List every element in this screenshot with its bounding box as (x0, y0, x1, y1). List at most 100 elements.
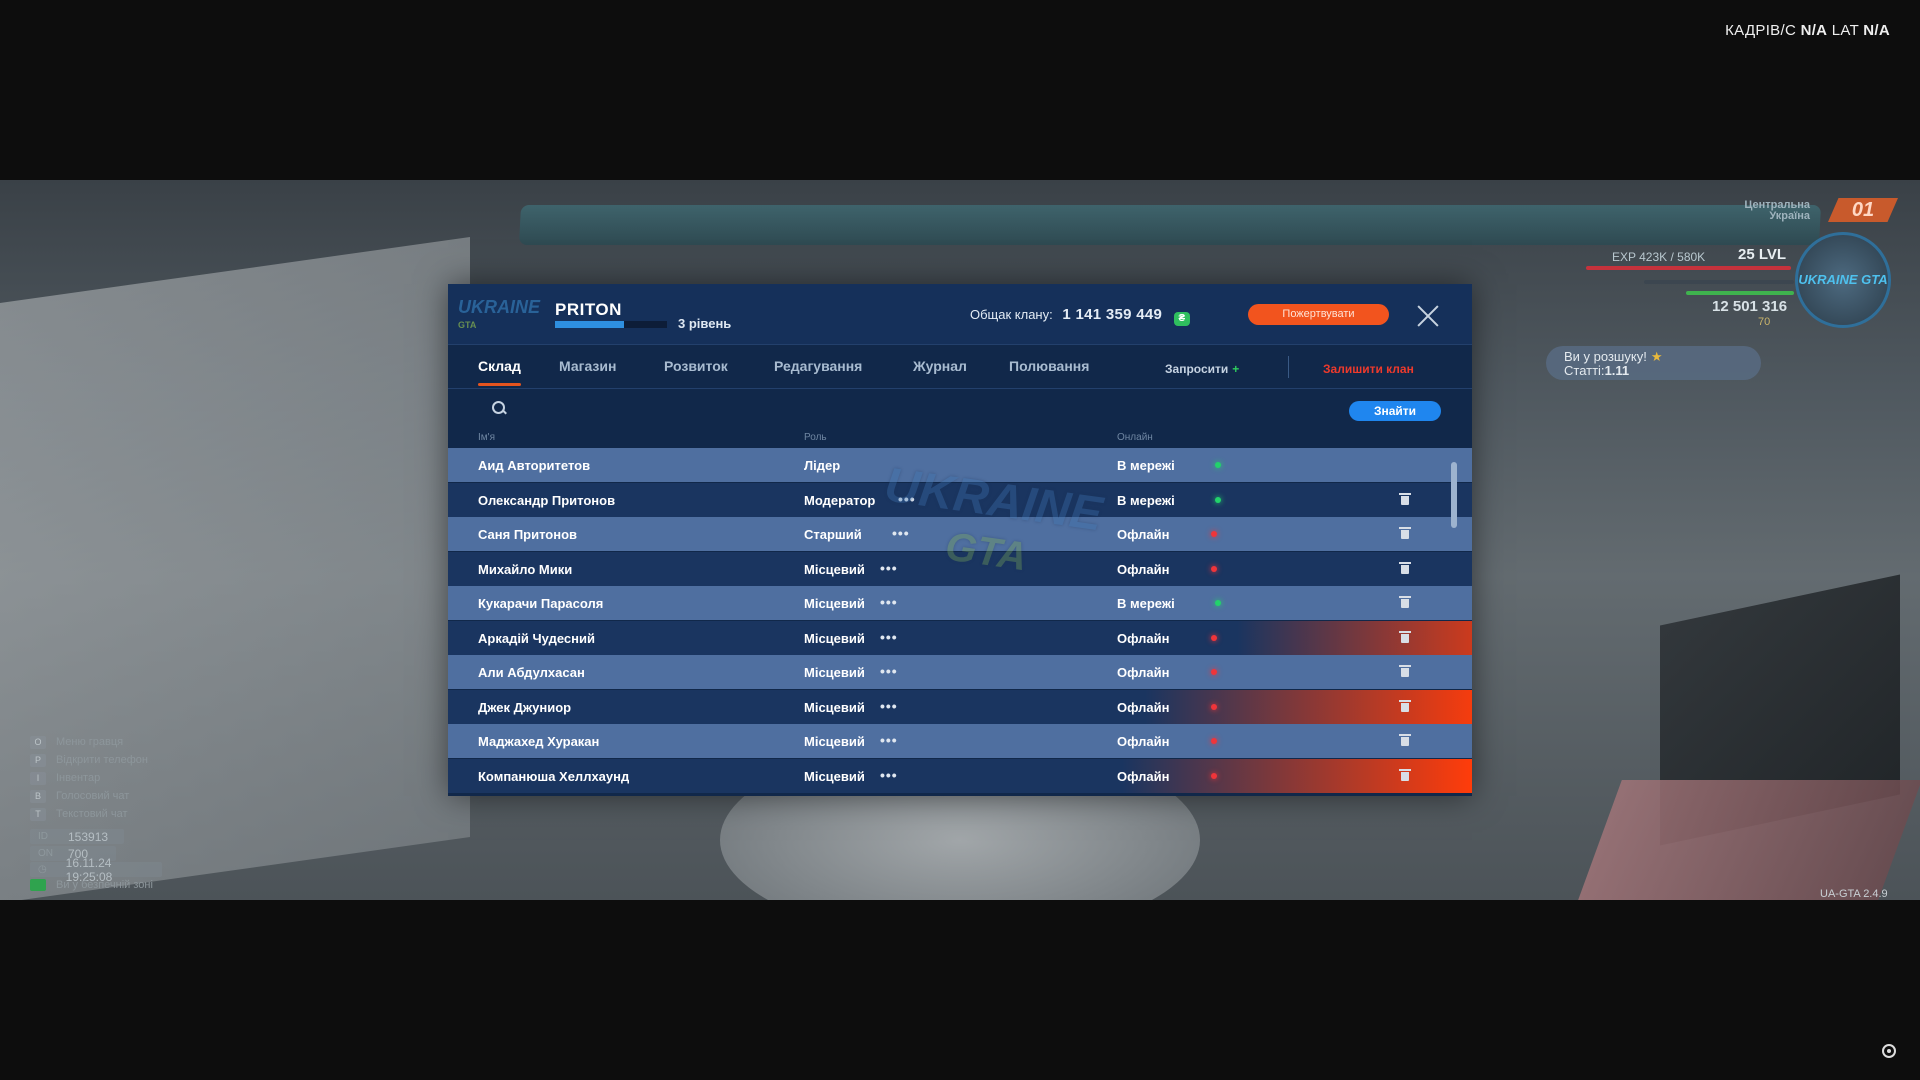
more-options-icon[interactable]: ••• (880, 594, 898, 610)
leave-clan-button[interactable]: Залишити клан (1323, 362, 1414, 376)
key-hint: B Голосовий чат (30, 787, 148, 805)
hud-region-name: Центральна Україна (1744, 199, 1810, 222)
member-status: В мережі (1117, 492, 1175, 508)
table-row[interactable]: Кукарачи Парасоля Місцевий ••• В мережі (448, 586, 1472, 620)
trash-icon[interactable] (1399, 492, 1411, 505)
tab-storage[interactable]: Склад (478, 358, 521, 386)
more-options-icon[interactable]: ••• (880, 628, 898, 645)
close-icon[interactable] (1416, 304, 1440, 328)
table-row[interactable]: Олександр Притонов Модератор ••• В мережі (448, 482, 1472, 517)
table-row[interactable]: Маджахед Хуракан Місцевий ••• Офлайн (448, 724, 1472, 758)
hud-logo: UKRAINE GTA (1795, 232, 1891, 328)
member-role: Місцевий (804, 561, 865, 577)
trash-icon[interactable] (1399, 734, 1411, 746)
trash-icon[interactable] (1399, 596, 1411, 608)
row-highlight (1122, 758, 1472, 793)
tab-editing[interactable]: Редагування (774, 358, 863, 374)
hud-hunger-bar (1686, 291, 1794, 295)
invite-button[interactable]: Запросити + (1165, 362, 1239, 376)
more-options-icon[interactable]: ••• (880, 732, 898, 748)
key-label: Голосовий чат (56, 790, 130, 802)
status-dot-icon (1211, 738, 1217, 744)
member-status: В мережі (1117, 596, 1175, 611)
trash-icon[interactable] (1399, 527, 1411, 539)
status-dot-icon (1211, 703, 1217, 710)
table-row[interactable]: Компанюша Хеллхаунд Місцевий ••• Офлайн (448, 758, 1472, 793)
table-row[interactable]: Джек Джуниор Місцевий ••• Офлайн (448, 689, 1472, 724)
key-hints: O Меню гравця P Відкрити телефон I Інвентар… (30, 733, 148, 823)
datetime: ◷ 16.11.24 19:25:08 (30, 856, 162, 884)
members-list: Аид Авторитетов Лідер В мережі Олександр Пр… (448, 448, 1472, 794)
more-options-icon[interactable]: ••• (898, 490, 916, 507)
more-options-icon[interactable]: ••• (880, 766, 898, 783)
member-role: Місцевий (804, 596, 865, 611)
key-label: Відкрити телефон (56, 754, 148, 766)
member-name: Михайло Мики (478, 561, 573, 577)
find-button[interactable]: Знайти (1349, 401, 1441, 421)
fps-label: КАДРІВ/С (1725, 22, 1797, 39)
trash-icon[interactable] (1399, 699, 1411, 712)
table-row[interactable]: Михайло Мики Місцевий ••• Офлайн (448, 551, 1472, 586)
member-status: Офлайн (1117, 699, 1170, 715)
tab-hunting[interactable]: Полювання (1009, 358, 1090, 374)
member-role: Місцевий (804, 699, 865, 715)
member-name: Аид Авторитетов (478, 458, 591, 473)
treasury-value: 1 141 359 449 (1062, 306, 1163, 323)
tab-journal[interactable]: Журнал (913, 358, 967, 374)
member-name: Компанюша Хеллхаунд (478, 768, 630, 784)
status-dot-icon (1211, 634, 1217, 641)
clan-logo-text: UKRAINE (458, 297, 541, 317)
key-label: Інвентар (56, 772, 101, 784)
more-options-icon[interactable]: ••• (892, 525, 910, 541)
member-status: В мережі (1117, 458, 1175, 473)
trash-icon[interactable] (1399, 630, 1411, 643)
hud-region-number: 01 (1828, 198, 1898, 222)
donate-button[interactable]: Пожертвувати (1248, 304, 1389, 325)
hud-level: 25 LVL (1738, 246, 1787, 263)
more-options-icon[interactable]: ••• (880, 559, 898, 576)
tab-shop[interactable]: Магазин (559, 358, 617, 374)
lat-value: N/A (1863, 22, 1890, 39)
datetime-value: 16.11.24 19:25:08 (65, 855, 113, 884)
invite-label: Запросити (1165, 362, 1229, 376)
wanted-stat-label: Статті: (1564, 363, 1605, 378)
clan-name: PRITON (555, 300, 622, 319)
hud-health-bar (1586, 266, 1791, 270)
row-highlight (1145, 689, 1472, 724)
status-dot-icon (1211, 772, 1217, 779)
table-row[interactable]: Аид Авторитетов Лідер В мережі (448, 448, 1472, 482)
clan-level-fill (555, 321, 625, 328)
more-options-icon[interactable]: ••• (880, 697, 898, 714)
trash-icon[interactable] (1399, 665, 1411, 677)
key-cap: P (30, 753, 46, 767)
trash-icon[interactable] (1399, 561, 1411, 574)
key-hint: T Текстовий чат (30, 805, 148, 823)
scene-beam (518, 205, 1822, 245)
clan-level-bar (555, 321, 667, 328)
search-input[interactable] (514, 395, 1338, 423)
more-options-icon[interactable]: ••• (880, 663, 898, 679)
table-row[interactable]: Али Абдулхасан Місцевий ••• Офлайн (448, 655, 1472, 689)
members-scrollbar[interactable] (1451, 462, 1457, 528)
member-role: Модератор (804, 492, 876, 508)
clan-level: 3 рівень (678, 316, 732, 331)
member-role: Старший (804, 527, 862, 542)
table-row[interactable]: Саня Притонов Старший ••• Офлайн (448, 517, 1472, 551)
member-status: Офлайн (1117, 561, 1170, 577)
key-cap: T (30, 807, 46, 821)
hud-exp: EXP 423K / 580K (1612, 250, 1706, 264)
member-role: Місцевий (804, 734, 865, 749)
safe-zone-label: Ви у безпечній зоні (56, 879, 153, 891)
key-label: Меню гравця (56, 736, 124, 748)
scene-chair (1578, 780, 1920, 900)
column-online: Онлайн (1117, 432, 1153, 443)
status-dot-icon (1211, 531, 1217, 537)
search-row (448, 389, 1472, 429)
trash-icon[interactable] (1399, 768, 1411, 781)
clan-tabs: Склад Магазин Розвиток Редагування Журна… (448, 344, 1472, 389)
member-name: Аркадій Чудесний (478, 630, 595, 646)
key-label: Текстовий чат (56, 808, 128, 820)
tab-development[interactable]: Розвиток (664, 358, 728, 374)
member-status: Офлайн (1117, 630, 1170, 646)
table-row[interactable]: Аркадій Чудесний Місцевий ••• Офлайн (448, 620, 1472, 655)
